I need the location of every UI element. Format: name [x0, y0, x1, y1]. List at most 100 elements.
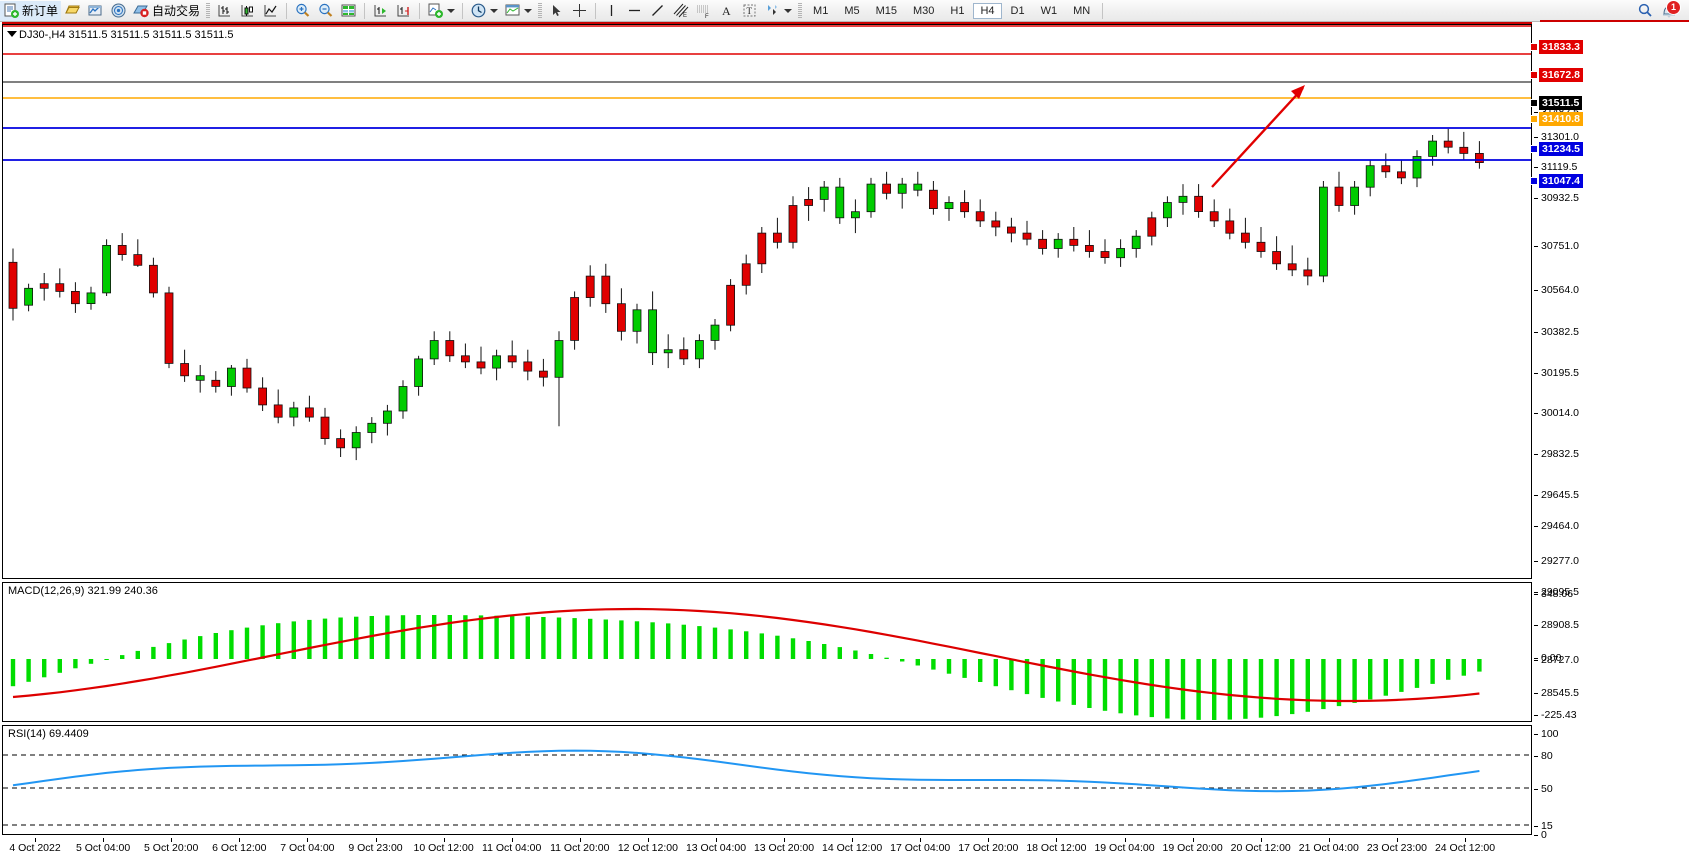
bar-chart-button[interactable] — [213, 1, 236, 21]
toolbar-separator-5 — [595, 2, 597, 19]
toolbar-grip-3[interactable] — [798, 2, 803, 19]
rsi-pane[interactable]: RSI(14) 69.4409 — [2, 725, 1532, 835]
channel-button[interactable]: E — [669, 1, 692, 21]
timeframe-m1[interactable]: M1 — [813, 4, 829, 17]
main-price-pane[interactable]: DJ30-,H4 31511.5 31511.5 31511.5 31511.5 — [2, 24, 1532, 579]
candlestick-icon — [239, 2, 256, 19]
level-marker[interactable] — [1530, 99, 1538, 107]
new-order-button[interactable]: 新订单 — [0, 0, 62, 21]
timeframe-h1[interactable]: H1 — [950, 4, 965, 17]
templates-chevron-down-icon[interactable] — [524, 8, 533, 13]
time-axis[interactable]: 4 Oct 2022 5 Oct 04:00 5 Oct 20:00 6 Oct 12… — [2, 838, 1532, 858]
notifications-button[interactable]: 1 — [1657, 0, 1683, 21]
market-watch-button[interactable] — [84, 1, 107, 21]
price-scale[interactable]: 31482.531301.031119.530932.530751.030564… — [1530, 24, 1689, 699]
indicators-chevron-down-icon[interactable] — [447, 8, 456, 13]
price-tick-label: 28545.5 — [1541, 687, 1579, 699]
time-tick — [1260, 838, 1262, 842]
toolbar-grip-1[interactable] — [206, 2, 211, 19]
time-tick-label: 23 Oct 23:00 — [1366, 842, 1427, 854]
price-tick-label: 30014.0 — [1541, 407, 1579, 419]
svg-text:F: F — [705, 14, 709, 19]
price-level-label[interactable]: 31833.3 — [1539, 40, 1583, 54]
price-level-label[interactable]: 31672.8 — [1539, 68, 1583, 82]
price-tick-label: 29095.5 — [1541, 586, 1579, 598]
timeframe-mn[interactable]: MN — [1073, 4, 1091, 17]
chart-shift-button[interactable] — [392, 1, 415, 21]
timeframe-d1[interactable]: D1 — [1010, 4, 1025, 17]
time-tick — [1328, 838, 1330, 842]
auto-scroll-button[interactable] — [369, 1, 392, 21]
chart-collapse-icon[interactable] — [7, 31, 17, 37]
chart-area[interactable]: DJ30-,H4 31511.5 31511.5 31511.5 31511.5 — [0, 22, 1689, 857]
time-tick — [716, 838, 717, 842]
timeframe-w1[interactable]: W1 — [1040, 4, 1058, 17]
price-tick — [1534, 454, 1538, 455]
level-marker[interactable] — [1530, 71, 1538, 79]
time-tick — [1124, 838, 1126, 842]
crosshair-button[interactable] — [568, 1, 591, 21]
cursor-button[interactable] — [545, 1, 568, 21]
price-tick — [1534, 290, 1538, 291]
macd-tick-label: 0.00 — [1541, 652, 1562, 664]
price-level-label[interactable]: 31410.8 — [1539, 112, 1583, 126]
zoom-in-button[interactable] — [291, 1, 314, 21]
timeframe-m5[interactable]: M5 — [844, 4, 860, 17]
timeframe-m15[interactable]: M15 — [875, 4, 897, 17]
time-tick-label: 10 Oct 12:00 — [413, 842, 474, 854]
templates-button[interactable] — [501, 1, 535, 21]
level-marker[interactable] — [1530, 115, 1538, 123]
toolbar-separator-2 — [364, 2, 366, 19]
auto-trading-button[interactable]: 自动交易 — [130, 1, 203, 21]
horizontal-line-button[interactable] — [623, 1, 646, 21]
time-tick — [35, 838, 36, 842]
price-tick — [1534, 592, 1538, 593]
line-chart-icon — [262, 2, 279, 19]
time-tick — [920, 838, 922, 842]
toolbar-grip-2[interactable] — [538, 2, 543, 19]
shapes-chevron-down-icon[interactable] — [784, 8, 793, 13]
level-marker[interactable] — [1530, 177, 1538, 185]
data-window-button[interactable] — [107, 1, 130, 21]
price-tick — [1534, 332, 1538, 333]
line-chart-button[interactable] — [259, 1, 282, 21]
rsi-tick-label: 15 — [1541, 820, 1553, 832]
level-marker[interactable] — [1530, 43, 1538, 51]
expert-advisors-button[interactable] — [61, 1, 84, 21]
price-level-label[interactable]: 31234.5 — [1539, 142, 1583, 156]
time-tick-label: 17 Oct 20:00 — [958, 842, 1019, 854]
periods-button[interactable] — [467, 1, 501, 21]
macd-pane[interactable]: MACD(12,26,9) 321.99 240.36 — [2, 582, 1532, 722]
macd-tick — [1534, 594, 1538, 595]
text-button[interactable]: A — [715, 1, 738, 21]
autoscroll-icon — [372, 2, 389, 19]
time-tick — [1465, 838, 1466, 842]
candlestick-chart-button[interactable] — [236, 1, 259, 21]
level-marker[interactable] — [1530, 145, 1538, 153]
trendline-button[interactable] — [646, 1, 669, 21]
zoom-out-button[interactable] — [314, 1, 337, 21]
fibonacci-button[interactable]: F — [692, 1, 715, 21]
periods-chevron-down-icon[interactable] — [490, 8, 499, 13]
price-level-label[interactable]: 31511.5 — [1539, 96, 1583, 110]
text-label-button[interactable]: T — [738, 1, 761, 21]
time-tick — [103, 838, 105, 842]
search-button[interactable] — [1634, 1, 1657, 21]
timeframe-h4[interactable]: H4 — [973, 2, 1002, 19]
time-tick — [511, 838, 513, 842]
timeframe-m30[interactable]: M30 — [913, 4, 935, 17]
candle-series — [8, 128, 1484, 461]
price-level-label[interactable]: 31047.4 — [1539, 174, 1583, 188]
data-grid-button[interactable] — [337, 1, 360, 21]
time-tick — [307, 838, 309, 842]
indicators-button[interactable] — [424, 1, 458, 21]
clock-icon — [470, 2, 487, 19]
price-tick-label: 28908.5 — [1541, 619, 1579, 631]
time-tick — [988, 838, 990, 842]
shapes-button[interactable] — [761, 1, 795, 21]
crosshair-icon — [571, 2, 588, 19]
time-tick — [852, 838, 854, 842]
vertical-line-button[interactable] — [600, 1, 623, 21]
text-icon: A — [718, 2, 735, 19]
time-tick-label: 5 Oct 20:00 — [144, 842, 199, 854]
